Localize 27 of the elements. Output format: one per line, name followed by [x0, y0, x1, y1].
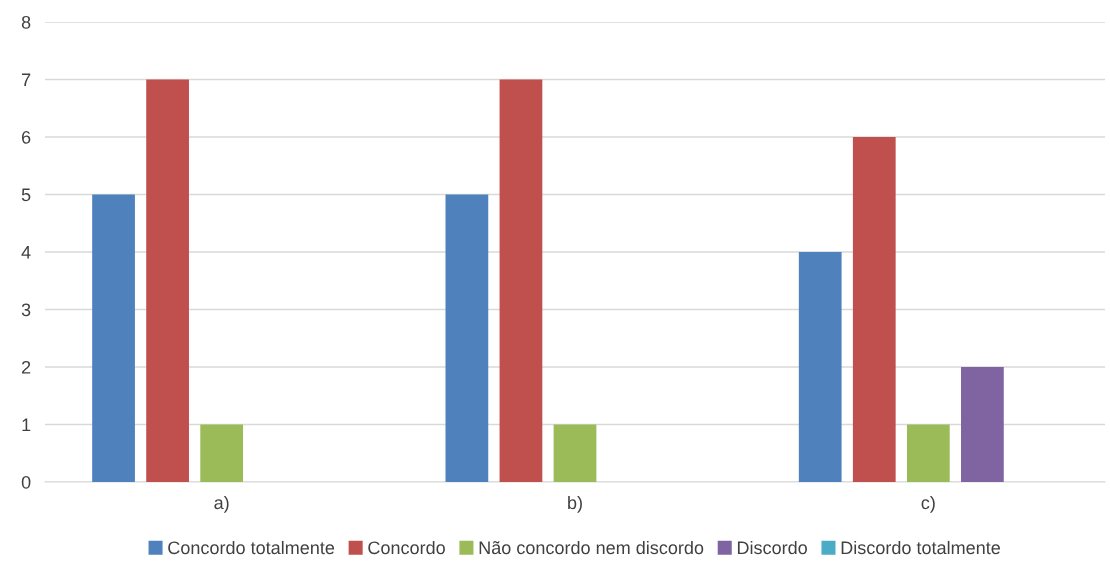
bar	[499, 79, 543, 482]
legend-label: Discordo totalmente	[841, 540, 1000, 555]
y-tick-label: 3	[21, 303, 31, 317]
y-tick-label: 8	[21, 15, 31, 29]
x-tick-label: a)	[214, 495, 229, 513]
bar	[961, 367, 1004, 482]
y-tick-label: 7	[22, 73, 31, 87]
bar	[92, 194, 135, 482]
bar	[798, 252, 842, 482]
bar	[553, 424, 597, 482]
y-tick-label: 2	[21, 360, 31, 374]
legend-label: Concordo totalmente	[168, 540, 335, 555]
y-tick-label: 1	[22, 418, 31, 432]
y-tick-label: 4	[21, 246, 31, 259]
legend-label: Discordo	[737, 540, 807, 555]
bar	[906, 424, 950, 482]
x-tick-label: c)	[921, 495, 935, 513]
bar	[146, 79, 189, 482]
x-tick-label: b)	[568, 495, 582, 513]
legend-label: Não concordo nem discordo	[479, 540, 704, 555]
bar	[200, 424, 244, 482]
legend-label: Concordo	[368, 540, 445, 555]
bar	[445, 194, 489, 482]
y-tick-label: 0	[21, 475, 31, 489]
y-tick-label: 5	[21, 188, 31, 202]
y-tick-label: 6	[21, 130, 31, 144]
bar	[852, 137, 896, 482]
